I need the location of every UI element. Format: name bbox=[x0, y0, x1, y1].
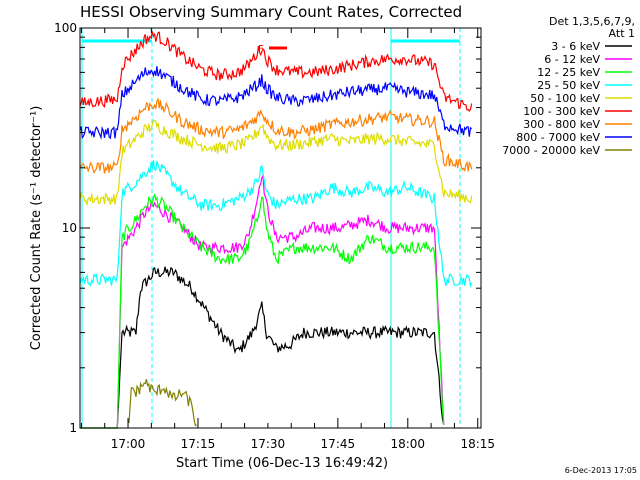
legend-label: 25 - 50 keV bbox=[537, 79, 600, 92]
chart-title: HESSI Observing Summary Count Rates, Cor… bbox=[80, 3, 462, 21]
legend-label: 100 - 300 keV bbox=[523, 105, 600, 118]
timestamp: 6-Dec-2013 17:05 bbox=[565, 466, 637, 475]
y-axis-label: Corrected Count Rate (s⁻¹ detector⁻¹) bbox=[29, 106, 44, 351]
series-line-1 bbox=[80, 266, 445, 429]
legend-label: 6 - 12 keV bbox=[544, 53, 600, 66]
series-layer bbox=[79, 31, 473, 429]
x-tick-label: 17:00 bbox=[111, 437, 146, 451]
x-axis-label: Start Time (06-Dec-13 16:49:42) bbox=[176, 456, 388, 471]
series-line-2 bbox=[116, 173, 445, 429]
flare-marker-label: F bbox=[258, 44, 264, 55]
legend-label: 12 - 25 keV bbox=[537, 66, 600, 79]
x-tick-label: 18:15 bbox=[460, 437, 495, 451]
legend-header-line-1: Det 1,3,5,6,7,9, bbox=[549, 15, 635, 28]
series-line-9 bbox=[128, 379, 197, 427]
legend-label: 300 - 800 keV bbox=[523, 118, 600, 131]
x-tick-label: 17:30 bbox=[251, 437, 286, 451]
series-line-5 bbox=[79, 119, 473, 207]
x-tick-label: 17:15 bbox=[181, 437, 216, 451]
series-line-6 bbox=[79, 31, 473, 113]
series-line-7 bbox=[79, 97, 473, 175]
legend-label: 3 - 6 keV bbox=[551, 40, 600, 53]
legend-label: 800 - 7000 keV bbox=[516, 131, 600, 144]
legend-header-line-2: Att 1 bbox=[609, 27, 635, 40]
x-tick-label: 18:00 bbox=[390, 437, 425, 451]
series-line-4 bbox=[79, 160, 473, 288]
series-line-3 bbox=[80, 192, 445, 429]
flare-marker: F bbox=[258, 44, 287, 55]
legend-label: 7000 - 20000 keV bbox=[502, 144, 600, 157]
legend-label: 50 - 100 keV bbox=[530, 92, 600, 105]
y-tick-label: 10 bbox=[62, 221, 77, 235]
y-tick-label: 1 bbox=[69, 421, 77, 435]
y-tick-label: 100 bbox=[54, 21, 77, 35]
y-axis: 1 10 100 bbox=[54, 21, 481, 435]
x-axis: 17:00 17:15 17:30 17:45 18:00 18:15 bbox=[80, 28, 495, 451]
series-line-8 bbox=[79, 66, 473, 140]
x-tick-label: 17:45 bbox=[321, 437, 356, 451]
